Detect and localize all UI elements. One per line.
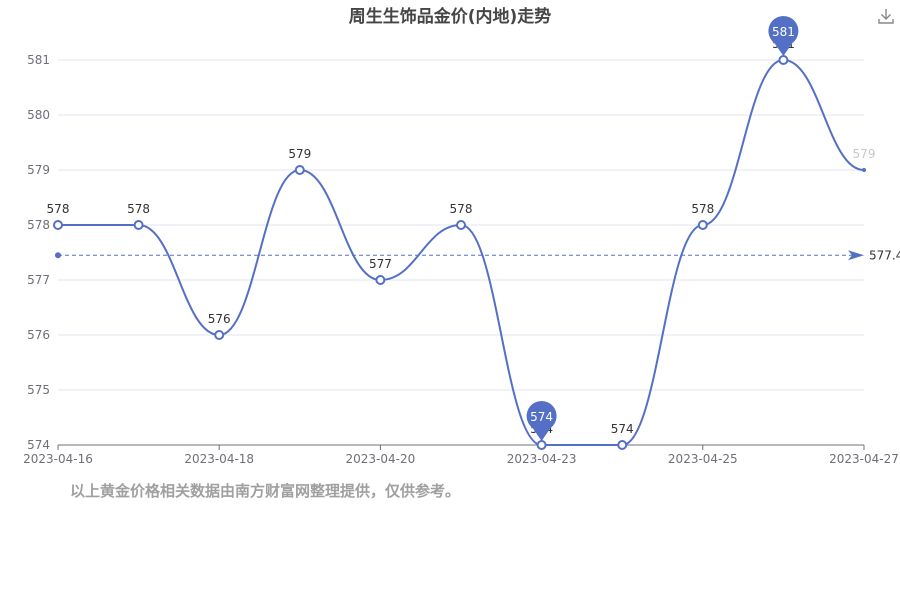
max-marker-label: 581 — [772, 25, 795, 39]
series-line — [57, 58, 865, 447]
average-line-arrow — [848, 250, 864, 261]
y-tick-label: 576 — [27, 328, 50, 342]
y-tick-label: 574 — [27, 438, 50, 452]
y-tick-label: 581 — [27, 53, 50, 67]
data-point — [53, 220, 63, 230]
data-point — [456, 220, 466, 230]
y-tick-label: 578 — [27, 218, 50, 232]
data-label: 578 — [450, 202, 473, 216]
data-point — [697, 220, 708, 230]
data-point — [214, 330, 225, 340]
data-point — [375, 275, 386, 285]
data-label: 574 — [611, 422, 634, 436]
data-point — [617, 440, 628, 450]
data-point — [862, 168, 866, 172]
data-label: 578 — [47, 202, 70, 216]
x-tick-label: 2023-04-18 — [184, 452, 254, 466]
data-point — [133, 220, 144, 230]
data-label: 579 — [853, 147, 876, 161]
data-point — [294, 165, 305, 175]
data-label: 577 — [369, 257, 392, 271]
min-marker-label: 574 — [530, 410, 553, 424]
chart-title: 周生生饰品金价(内地)走势 — [348, 7, 552, 27]
x-tick-label: 2023-04-16 — [23, 452, 93, 466]
data-point — [536, 440, 547, 450]
x-tick-label: 2023-04-25 — [668, 452, 738, 466]
data-label: 579 — [288, 147, 311, 161]
data-point — [778, 55, 789, 65]
download-icon[interactable] — [876, 6, 896, 26]
x-tick-label: 2023-04-23 — [507, 452, 577, 466]
y-tick-label: 575 — [27, 383, 50, 397]
x-tick-label: 2023-04-20 — [346, 452, 416, 466]
y-tick-label: 579 — [27, 163, 50, 177]
y-tick-label: 577 — [27, 273, 50, 287]
data-label: 576 — [208, 312, 231, 326]
download-icon-glyph — [878, 9, 894, 24]
data-label: 578 — [127, 202, 150, 216]
min-marker — [526, 401, 557, 441]
footnote: 以上黄金价格相关数据由南方财富网整理提供，仅供参考。 — [70, 482, 461, 500]
data-label: 578 — [691, 202, 714, 216]
x-tick-label: 2023-04-27 — [829, 452, 899, 466]
max-marker — [768, 16, 799, 56]
average-line-label: 577.45 — [869, 248, 900, 262]
y-tick-label: 580 — [27, 108, 50, 122]
